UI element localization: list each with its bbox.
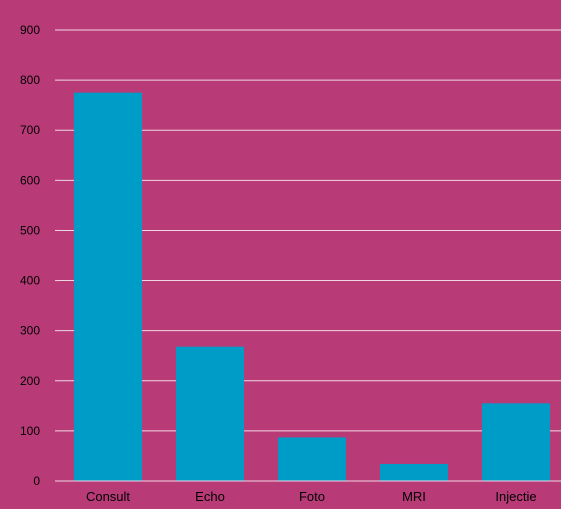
y-tick-label: 0 xyxy=(33,474,40,488)
y-tick-label: 200 xyxy=(20,374,40,388)
bar-foto xyxy=(278,437,346,481)
x-tick-label: Echo xyxy=(195,489,225,504)
y-tick-label: 500 xyxy=(20,223,40,237)
bar-injectie xyxy=(482,403,550,481)
y-tick-label: 600 xyxy=(20,173,40,187)
y-tick-label: 800 xyxy=(20,73,40,87)
x-tick-label: Consult xyxy=(86,489,130,504)
bars xyxy=(74,92,550,481)
x-tick-label: Injectie xyxy=(495,489,536,504)
y-tick-label: 900 xyxy=(20,23,40,37)
y-tick-label: 100 xyxy=(20,424,40,438)
y-tick-label: 300 xyxy=(20,324,40,338)
y-tick-label: 700 xyxy=(20,123,40,137)
y-tick-label: 400 xyxy=(20,274,40,288)
gridlines xyxy=(60,29,561,432)
bar-consult xyxy=(74,92,142,481)
bar-mri xyxy=(380,463,448,481)
x-tick-label: Foto xyxy=(299,489,325,504)
axes: 0 100 200 300 400 500 600 700 800 900 Consult Echo F… xyxy=(20,23,561,504)
bar-echo xyxy=(176,346,244,481)
x-tick-label: MRI xyxy=(402,489,426,504)
